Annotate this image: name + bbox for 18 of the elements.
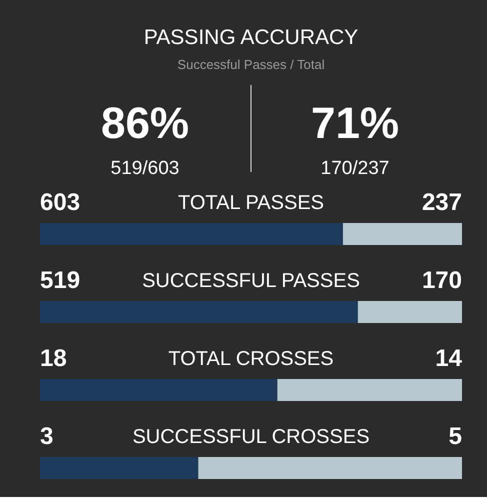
data-label: 603 bbox=[40, 189, 80, 216]
chart-title: TOTAL CROSSES bbox=[168, 348, 334, 370]
data-label: 237 bbox=[422, 189, 462, 216]
text: Successful Passes / Total bbox=[177, 57, 325, 72]
data-label: 18 bbox=[40, 345, 67, 372]
data-label: 14 bbox=[435, 345, 463, 372]
text: 519/603 bbox=[110, 158, 180, 179]
chart-title: SUCCESSFUL CROSSES bbox=[132, 426, 370, 448]
chart-title: TOTAL PASSES bbox=[178, 192, 324, 214]
chart-title: SUCCESSFUL PASSES bbox=[142, 270, 360, 292]
data-label: 519 bbox=[40, 267, 80, 294]
data-label: 5 bbox=[448, 423, 462, 450]
text: 170/237 bbox=[320, 158, 390, 179]
text: PASSING ACCURACY bbox=[144, 26, 358, 49]
text: 71% bbox=[310, 99, 400, 148]
data-label: 3 bbox=[40, 423, 54, 450]
data-label: 170 bbox=[422, 267, 462, 294]
text: 86% bbox=[100, 99, 190, 148]
